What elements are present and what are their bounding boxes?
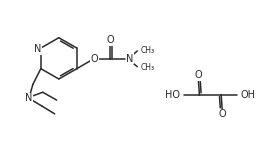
- Text: N: N: [126, 54, 134, 64]
- Text: OH: OH: [241, 90, 256, 100]
- Text: CH₃: CH₃: [140, 46, 154, 54]
- Text: O: O: [218, 109, 226, 119]
- Text: O: O: [91, 54, 99, 64]
- Text: O: O: [195, 70, 202, 80]
- Text: CH₃: CH₃: [140, 63, 154, 72]
- Text: HO: HO: [165, 90, 179, 100]
- Text: N: N: [34, 44, 41, 54]
- Text: N: N: [25, 93, 32, 103]
- Text: O: O: [107, 35, 114, 45]
